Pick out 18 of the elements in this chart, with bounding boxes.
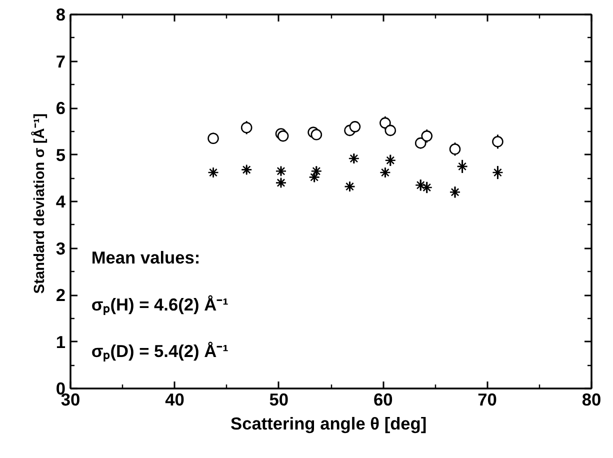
y-tick-label: 7	[56, 51, 66, 72]
y-tick-label: 2	[56, 285, 66, 305]
y-tick-label: 1	[56, 332, 66, 352]
annotation: σₚ(D) = 5.4(2) Å⁻¹	[91, 341, 229, 362]
x-tick-label: 80	[582, 390, 602, 410]
x-tick-label: 60	[373, 390, 393, 410]
y-tick-label: 4	[56, 192, 66, 212]
y-tick-label: 6	[56, 98, 66, 118]
x-tick-label: 50	[269, 390, 289, 410]
y-axis-title: Standard deviation σ [Å⁻¹]	[30, 113, 48, 294]
annotation: σₚ(H) = 4.6(2) Å⁻¹	[91, 294, 229, 316]
y-tick-label: 5	[56, 144, 66, 165]
y-tick-label: 8	[56, 4, 66, 24]
y-tick-label: 3	[56, 238, 66, 258]
x-tick-label: 40	[165, 390, 184, 410]
annotation: Mean values:	[91, 248, 200, 268]
x-axis-title: Scattering angle θ [deg]	[230, 414, 427, 434]
x-tick-label: 70	[478, 390, 497, 410]
